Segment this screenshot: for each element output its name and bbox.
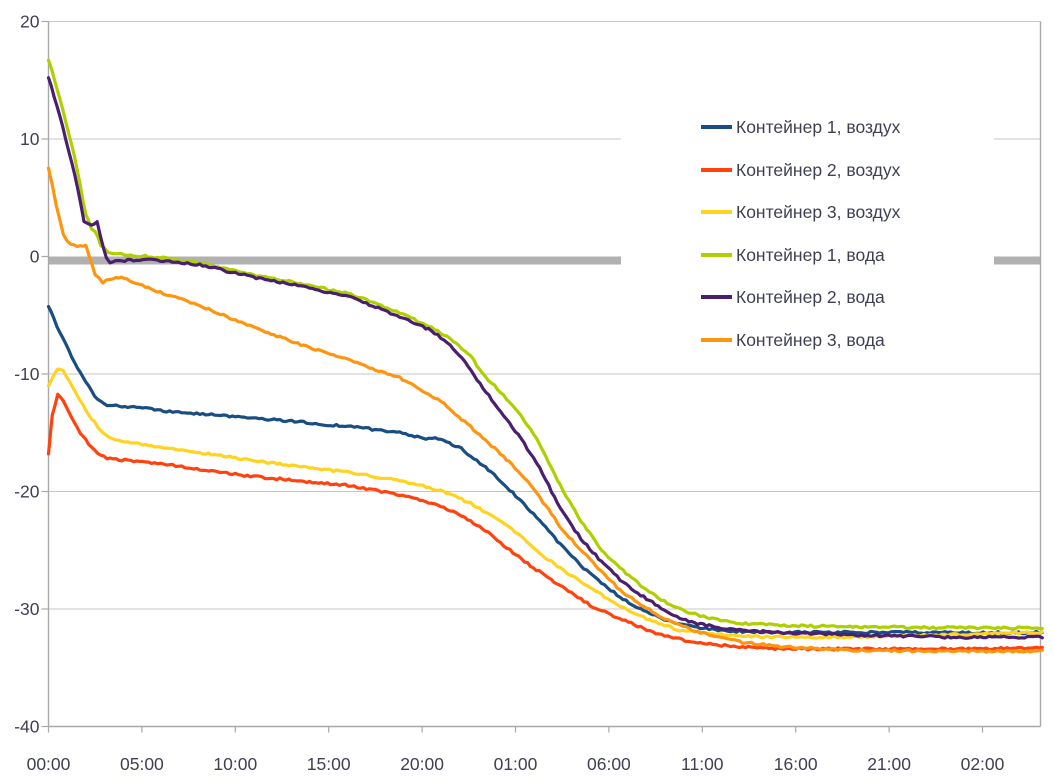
legend-swatch-icon: [701, 252, 732, 257]
legend-item: Контейнер 3, вода: [621, 330, 885, 350]
series-line-1: [46, 392, 1044, 652]
series-line-4: [46, 76, 1044, 640]
x-tick-label: 15:00: [307, 754, 351, 774]
x-tick-label: 16:00: [774, 754, 818, 774]
legend-item: Контейнер 3, воздух: [621, 202, 900, 222]
series-line-0: [46, 304, 1044, 636]
legend-item: Контейнер 1, воздух: [621, 117, 900, 137]
x-tick-label: 20:00: [400, 754, 444, 774]
x-tick-label: 05:00: [120, 754, 164, 774]
x-tick-label: 01:00: [494, 754, 538, 774]
x-tick-label: 00:00: [27, 754, 71, 774]
y-tick-label: -20: [14, 482, 40, 502]
legend-label: Контейнер 2, вода: [736, 287, 885, 308]
series-line-5: [46, 166, 1044, 654]
legend-swatch-icon: [701, 210, 732, 215]
x-tick-label: 21:00: [867, 754, 911, 774]
y-tick-label: -30: [14, 599, 40, 619]
y-tick-label: 0: [30, 247, 40, 267]
legend-label: Контейнер 1, воздух: [736, 117, 901, 137]
y-tick-label: -40: [14, 717, 40, 737]
legend-item: Контейнер 2, воздух: [621, 160, 900, 180]
zero-gridline-band: [48, 256, 1041, 265]
chart-legend: Контейнер 1, воздух Контейнер 2, воздух Ко…: [621, 106, 994, 364]
legend-swatch-icon: [701, 295, 732, 300]
legend-label: Контейнер 2, воздух: [736, 159, 901, 180]
legend-item: Контейнер 1, вода: [621, 245, 885, 265]
x-tick-label: 06:00: [587, 754, 631, 774]
legend-item: Контейнер 2, вода: [621, 287, 885, 307]
legend-swatch-icon: [701, 125, 732, 129]
legend-label: Контейнер 1, вода: [736, 244, 885, 265]
y-tick-label: 10: [20, 129, 40, 149]
legend-label: Контейнер 3, вода: [736, 330, 885, 350]
x-tick-label: 02:00: [961, 754, 1005, 774]
y-tick-label: 20: [20, 12, 40, 32]
x-tick-label: 10:00: [213, 754, 257, 774]
x-tick-label: 11:00: [681, 754, 724, 774]
legend-swatch-icon: [701, 167, 732, 172]
legend-swatch-icon: [701, 338, 732, 342]
legend-label: Контейнер 3, воздух: [736, 202, 901, 223]
y-tick-label: -10: [14, 364, 40, 384]
